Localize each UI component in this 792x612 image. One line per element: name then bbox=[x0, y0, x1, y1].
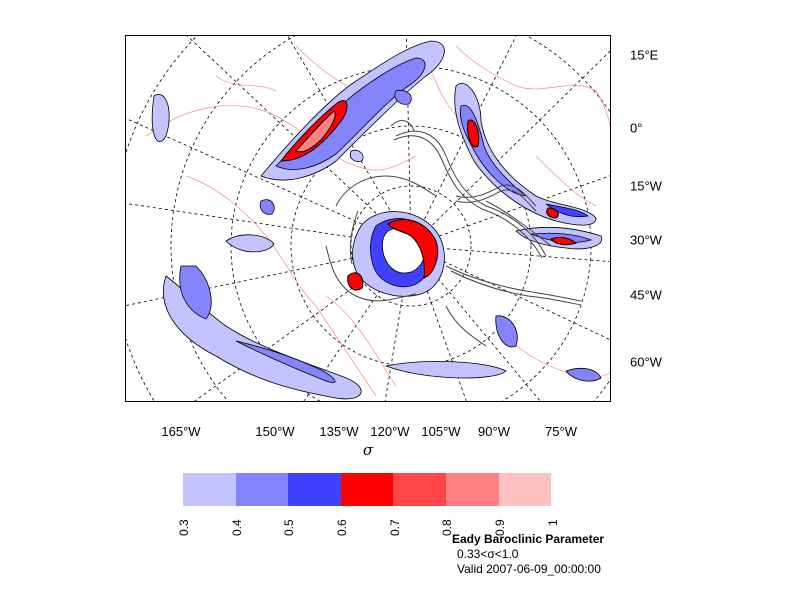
eady-map bbox=[126, 36, 610, 401]
terrain-contours bbox=[325, 120, 582, 347]
colorbar-box-5 bbox=[393, 473, 446, 506]
colorbar-label: 0.3 bbox=[177, 519, 191, 536]
x-axis-title: σ bbox=[362, 441, 374, 459]
lon-label-150w: 150°W bbox=[255, 424, 295, 439]
lat-label-15w: 15°W bbox=[630, 178, 662, 194]
colorbar bbox=[183, 473, 552, 506]
lat-label-15e: 15°E bbox=[630, 47, 659, 63]
lat-label-0: 0° bbox=[630, 120, 643, 136]
caption-title: Eady Baroclinic Parameter bbox=[452, 532, 605, 546]
lat-label-60w: 60°W bbox=[630, 354, 662, 370]
colorbar-label: 0.5 bbox=[282, 519, 296, 536]
lon-label-75w: 75°W bbox=[545, 424, 577, 439]
lon-label-90w: 90°W bbox=[478, 424, 510, 439]
colorbar-box-6 bbox=[445, 473, 499, 506]
colorbar-label: 0.6 bbox=[335, 519, 349, 536]
eady-high-regions bbox=[279, 100, 578, 291]
colorbar-box-7 bbox=[498, 473, 552, 506]
caption-range: 0.33<σ<1.0 bbox=[457, 547, 519, 561]
colorbar-box-3 bbox=[288, 473, 341, 506]
lon-label-135w: 135°W bbox=[319, 424, 359, 439]
colorbar-label: 1 bbox=[546, 519, 560, 526]
colorbar-label: 0.4 bbox=[230, 519, 244, 536]
lat-label-30w: 30°W bbox=[630, 232, 662, 248]
eady-low-regions bbox=[151, 40, 603, 400]
colorbar-box-4 bbox=[340, 473, 394, 506]
colorbar-box-1 bbox=[183, 473, 236, 506]
lon-label-165w: 165°W bbox=[161, 424, 201, 439]
caption-valid-time: Valid 2007-06-09_00:00:00 bbox=[457, 562, 601, 576]
colorbar-label: 0.7 bbox=[388, 519, 402, 536]
lon-label-120w: 120°W bbox=[370, 424, 410, 439]
colorbar-box-2 bbox=[235, 473, 289, 506]
lon-label-105w: 105°W bbox=[421, 424, 461, 439]
lat-label-45w: 45°W bbox=[630, 287, 662, 303]
map-panel bbox=[125, 35, 611, 402]
